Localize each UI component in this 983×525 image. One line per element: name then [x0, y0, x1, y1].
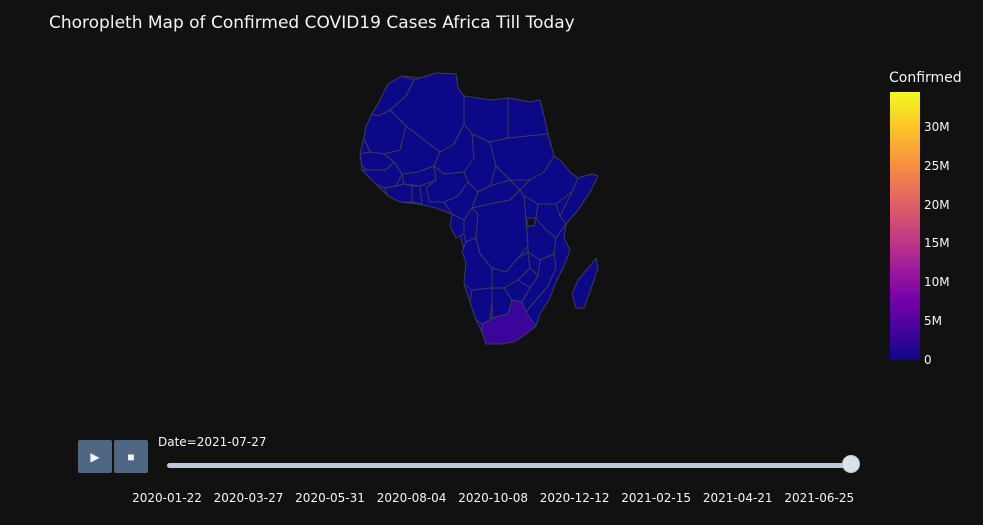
slider-steps: 2020-01-22 2020-03-27 2020-05-31 2020-08-04… [0, 491, 983, 511]
country-namibia[interactable] [469, 287, 493, 325]
slider-handle[interactable] [842, 455, 860, 473]
slider-step-label[interactable]: 2020-12-12 [539, 491, 610, 505]
slider-current-value: Date=2021-07-27 [158, 435, 267, 449]
play-icon: ▶ [90, 449, 100, 464]
country-cote-divoire[interactable] [383, 183, 413, 203]
play-button[interactable]: ▶ [78, 440, 112, 473]
country-egypt[interactable] [507, 97, 549, 139]
africa-map[interactable] [340, 62, 620, 362]
country-gabon[interactable] [449, 213, 465, 239]
country-ghana[interactable] [411, 185, 423, 205]
country-south-africa[interactable] [481, 299, 537, 345]
slider-step-label[interactable]: 2021-04-21 [702, 491, 773, 505]
slider-step-label[interactable]: 2021-02-15 [621, 491, 692, 505]
country-madagascar[interactable] [571, 257, 599, 309]
colorbar-tick-label: 0 [924, 353, 932, 367]
slider-step-label[interactable]: 2020-08-04 [376, 491, 447, 505]
slider-step-label[interactable]: 2021-06-25 [784, 491, 855, 505]
colorbar-tick-label: 25M [924, 158, 950, 173]
colorbar-tick-label: 15M [924, 236, 950, 251]
colorbar [890, 92, 920, 360]
slider-step-label[interactable]: 2020-10-08 [458, 491, 528, 505]
slider-step-label[interactable]: 2020-03-27 [213, 491, 284, 505]
country-mozambique[interactable] [521, 253, 557, 313]
slider-track[interactable] [167, 463, 855, 468]
stop-button[interactable]: ■ [114, 440, 148, 473]
colorbar-ticks: 0 5M 10M 15M 20M 25M 30M [924, 0, 974, 525]
slider-step-label[interactable]: 2020-05-31 [295, 491, 365, 505]
stop-icon: ■ [127, 449, 135, 464]
country-tanzania[interactable] [525, 217, 557, 261]
colorbar-tick-label: 10M [924, 275, 950, 290]
slider-step-label[interactable]: 2020-01-22 [132, 491, 202, 505]
colorbar-tick-label: 20M [924, 197, 950, 212]
map-svg[interactable] [340, 62, 620, 362]
country-somalia[interactable] [559, 173, 599, 225]
colorbar-tick-label: 5M [924, 314, 942, 329]
colorbar-tick-label: 30M [924, 119, 950, 134]
country-zimbabwe[interactable] [503, 279, 531, 303]
chart-title: Choropleth Map of Confirmed COVID19 Case… [49, 13, 575, 33]
colorbar-title: Confirmed [889, 70, 962, 86]
